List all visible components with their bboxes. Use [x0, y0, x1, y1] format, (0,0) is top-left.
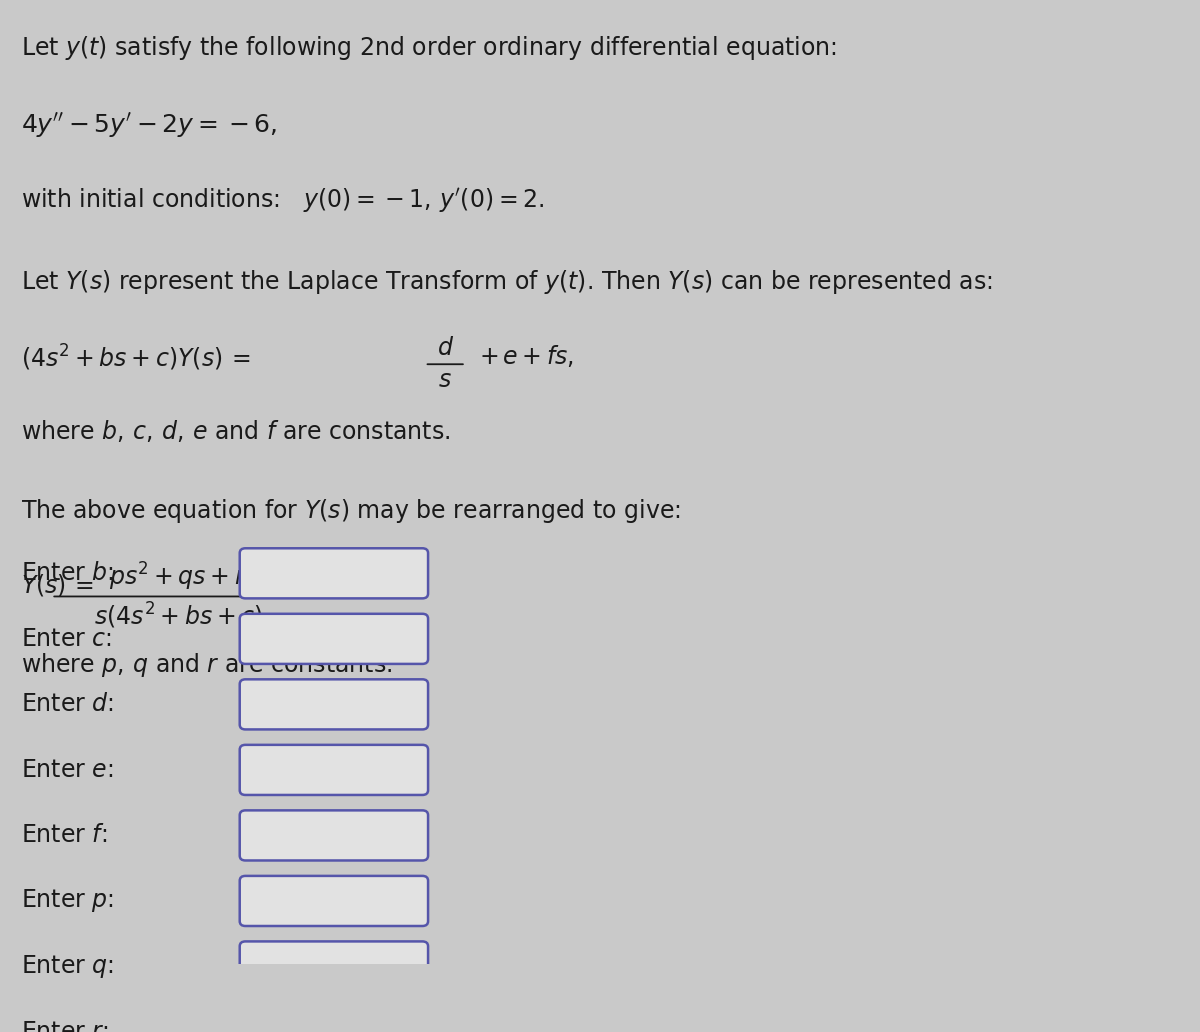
FancyBboxPatch shape — [240, 679, 428, 730]
Text: Enter $d$:: Enter $d$: — [20, 692, 114, 716]
Text: $s$: $s$ — [438, 368, 452, 392]
Text: where $b,\, c,\, d,\, e$ and $f$ are constants.: where $b,\, c,\, d,\, e$ and $f$ are con… — [20, 418, 450, 444]
FancyBboxPatch shape — [240, 614, 428, 664]
Text: Enter $r$:: Enter $r$: — [20, 1020, 108, 1032]
Text: $s(4s^2 + bs + c)$: $s(4s^2 + bs + c)$ — [94, 601, 263, 631]
Text: $Y(s)\,=$: $Y(s)\,=$ — [20, 573, 94, 599]
FancyBboxPatch shape — [240, 941, 428, 992]
Text: Let $Y(s)$ represent the Laplace Transform of $y(t)$. Then $Y(s)$ can be represe: Let $Y(s)$ represent the Laplace Transfo… — [20, 268, 992, 296]
Text: Enter $e$:: Enter $e$: — [20, 757, 113, 782]
Text: $(4s^2 + bs + c)Y(s)\,=$: $(4s^2 + bs + c)Y(s)\,=$ — [20, 343, 250, 374]
Text: with initial conditions:   $y(0) = -1,\, y^{\prime}(0) = 2.$: with initial conditions: $y(0) = -1,\, y… — [20, 186, 544, 215]
Text: where $p,\, q$ and $r$ are constants.: where $p,\, q$ and $r$ are constants. — [20, 651, 392, 679]
FancyBboxPatch shape — [240, 810, 428, 861]
Text: Let $y(t)$ satisfy the following 2nd order ordinary differential equation:: Let $y(t)$ satisfy the following 2nd ord… — [20, 34, 836, 62]
Text: Enter $q$:: Enter $q$: — [20, 953, 114, 980]
Text: $ps^2 + qs + r$: $ps^2 + qs + r$ — [109, 560, 247, 592]
Text: $+\, e + fs,$: $+\, e + fs,$ — [480, 343, 575, 369]
Text: Enter $p$:: Enter $p$: — [20, 888, 114, 914]
FancyBboxPatch shape — [240, 548, 428, 599]
Text: $,$: $,$ — [318, 573, 325, 596]
FancyBboxPatch shape — [240, 745, 428, 795]
Text: The above equation for $Y(s)$ may be rearranged to give:: The above equation for $Y(s)$ may be rea… — [20, 497, 680, 525]
Text: Enter $c$:: Enter $c$: — [20, 626, 112, 651]
Text: Enter $f$:: Enter $f$: — [20, 824, 107, 847]
Text: $4y^{\prime\prime} - 5y^{\prime} - 2y = -6,$: $4y^{\prime\prime} - 5y^{\prime} - 2y = … — [20, 110, 277, 139]
FancyBboxPatch shape — [240, 876, 428, 926]
Text: $d$: $d$ — [437, 336, 454, 360]
FancyBboxPatch shape — [240, 1007, 428, 1032]
Text: Enter $b$:: Enter $b$: — [20, 561, 114, 585]
